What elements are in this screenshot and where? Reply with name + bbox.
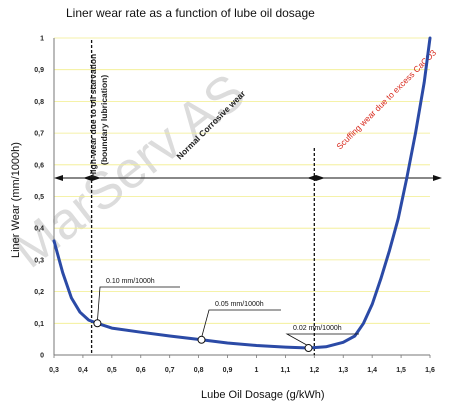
y-tick-label: 0,9 xyxy=(34,67,44,74)
x-tick-label: 1 xyxy=(255,367,259,374)
annotation-leader xyxy=(285,333,359,347)
annotation-label: 0.02 mm/1000h xyxy=(293,325,342,332)
y-tick-label: 0,1 xyxy=(34,321,44,328)
annotated-point xyxy=(197,335,206,344)
x-tick-label: 0,9 xyxy=(223,367,233,374)
x-tick-label: 1,4 xyxy=(367,367,377,374)
x-tick-label: 0,3 xyxy=(49,367,59,374)
annotated-point xyxy=(93,319,102,328)
annotation-leader xyxy=(201,309,281,338)
annotated-point xyxy=(304,344,313,353)
chart-title: Liner wear rate as a function of lube oi… xyxy=(66,6,315,20)
region-arrow xyxy=(54,175,442,181)
y-tick-label: 0,2 xyxy=(34,289,44,296)
x-tick-label: 0,5 xyxy=(107,367,117,374)
x-tick-label: 1,2 xyxy=(309,367,319,374)
point-annotations: 0.10 mm/1000h 0.05 mm/1000h 0.02 mm/1000h xyxy=(93,278,359,353)
series-line xyxy=(52,36,432,350)
annotation-label: 0.10 mm/1000h xyxy=(106,278,155,285)
y-axis-label: Liner Wear (mm/1000h) xyxy=(10,142,22,258)
y-tick-label: 0,3 xyxy=(34,257,44,264)
x-tick-label: 0,7 xyxy=(165,367,175,374)
y-tick-label: 0 xyxy=(40,353,44,360)
x-tick-labels: 0,3 0,4 0,5 0,6 0,7 0,8 0,9 1 1,1 1,2 1,3 1,4 1,5 1,6 xyxy=(49,355,435,374)
annotation-leader xyxy=(96,286,180,322)
annotation-label: 0.05 mm/1000h xyxy=(215,301,264,308)
x-tick-label: 0,6 xyxy=(136,367,146,374)
x-tick-label: 1,5 xyxy=(396,367,406,374)
x-tick-label: 0,8 xyxy=(194,367,204,374)
y-tick-label: 1 xyxy=(40,36,44,43)
x-axis-label: Lube Oil Dosage (g/kWh) xyxy=(201,389,325,401)
x-tick-label: 1,1 xyxy=(281,367,291,374)
x-tick-label: 1,3 xyxy=(338,367,348,374)
y-tick-label: 0,7 xyxy=(34,131,44,138)
region-label-starvation-sub: (boundary lubrication) xyxy=(99,75,109,165)
y-tick-label: 0,8 xyxy=(34,99,44,106)
y-tick-label: 0,4 xyxy=(34,226,44,233)
x-tick-label: 1,6 xyxy=(425,367,435,374)
gridlines xyxy=(54,37,430,324)
y-tick-label: 0,5 xyxy=(34,194,44,201)
region-label-starvation: High-wear due to oil starvation xyxy=(88,54,98,178)
watermark: MarServ AS xyxy=(2,63,256,280)
y-tick-label: 0,6 xyxy=(34,162,44,169)
y-tick-labels: 0 0,1 0,2 0,3 0,4 0,5 0,6 0,7 0,8 0,9 1 xyxy=(34,36,44,360)
region-boundaries xyxy=(90,40,315,355)
x-tick-label: 0,4 xyxy=(78,367,88,374)
